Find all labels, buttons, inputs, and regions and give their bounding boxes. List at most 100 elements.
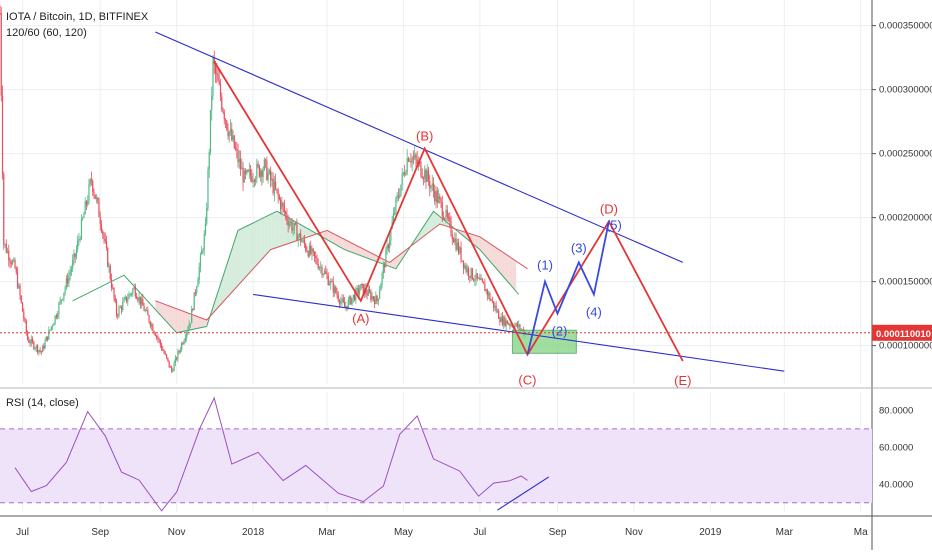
candle-body bbox=[148, 315, 150, 322]
candle-body bbox=[405, 172, 407, 175]
candle-body bbox=[476, 273, 478, 279]
candle-body bbox=[259, 170, 262, 177]
ma-cloud-segment bbox=[219, 276, 224, 307]
candle-body bbox=[95, 197, 98, 199]
candle-body bbox=[431, 183, 433, 186]
candle-body bbox=[462, 260, 465, 269]
candle-body bbox=[80, 219, 83, 239]
candle-body bbox=[464, 265, 466, 269]
x-tick-label: Mar bbox=[776, 527, 794, 538]
candle-body bbox=[78, 239, 80, 241]
candle-body bbox=[30, 339, 32, 344]
candle-body bbox=[480, 278, 482, 280]
candle-body bbox=[206, 207, 208, 224]
candle-body bbox=[273, 181, 275, 194]
x-tick-label: Sep bbox=[91, 527, 109, 538]
candle-body bbox=[402, 172, 405, 174]
candle-body bbox=[189, 323, 192, 325]
candle-body bbox=[191, 308, 193, 324]
candle-body bbox=[486, 289, 488, 296]
candle-body bbox=[60, 299, 62, 301]
candle-body bbox=[485, 289, 487, 292]
candle-body bbox=[239, 158, 242, 170]
candle-body bbox=[227, 129, 229, 137]
candle-body bbox=[21, 302, 24, 312]
candle-body bbox=[198, 266, 200, 281]
candle-body bbox=[313, 251, 316, 257]
candle-body bbox=[356, 287, 358, 289]
abcde-wave-label: (E) bbox=[674, 373, 691, 388]
candle-body bbox=[59, 299, 61, 304]
candle-body bbox=[477, 277, 480, 279]
x-tick-label: 2019 bbox=[699, 527, 722, 538]
candle-body bbox=[322, 273, 324, 275]
candle-body bbox=[491, 300, 493, 302]
candle-body bbox=[63, 292, 65, 299]
candle-body bbox=[469, 276, 471, 278]
candle-body bbox=[47, 336, 49, 340]
candle-body bbox=[421, 176, 423, 179]
candle-body bbox=[115, 301, 118, 316]
candle-body bbox=[213, 57, 215, 65]
candle-body bbox=[328, 284, 331, 286]
ma-cloud-segment bbox=[350, 242, 355, 254]
candle-body bbox=[193, 292, 195, 310]
ma-cloud-segment bbox=[275, 211, 280, 248]
candle-body bbox=[252, 180, 254, 182]
candle-body bbox=[3, 174, 5, 245]
candle-body bbox=[77, 240, 79, 250]
candle-body bbox=[67, 278, 69, 284]
candle-body bbox=[62, 298, 64, 300]
ma-cloud-segment bbox=[200, 317, 205, 328]
ma-cloud-segment bbox=[347, 240, 351, 252]
candle-body bbox=[508, 324, 510, 326]
candle-body bbox=[457, 242, 460, 253]
candle-body bbox=[219, 84, 222, 97]
candle-body bbox=[271, 178, 273, 181]
candle-body bbox=[43, 345, 45, 349]
ma-cloud-segment bbox=[493, 246, 498, 270]
candle-body bbox=[112, 287, 114, 289]
candle-body bbox=[94, 194, 96, 199]
candle-body bbox=[510, 324, 512, 326]
candle-body bbox=[23, 311, 25, 319]
candle-body bbox=[295, 223, 297, 225]
candle-body bbox=[308, 245, 311, 257]
abcde-wave-label: (A) bbox=[352, 311, 369, 326]
candle-body bbox=[410, 161, 412, 163]
candle-body bbox=[120, 307, 123, 310]
rsi-y-tick-label: 40.0000 bbox=[879, 479, 913, 490]
candle-body bbox=[451, 234, 453, 240]
candle-body bbox=[265, 159, 267, 161]
rsi-y-tick-label: 80.0000 bbox=[879, 405, 913, 416]
candle-body bbox=[98, 200, 100, 218]
candle-body bbox=[366, 293, 368, 296]
candle-body bbox=[275, 181, 277, 190]
ma-cloud-segment bbox=[497, 248, 502, 275]
candle-body bbox=[447, 217, 450, 219]
candle-body bbox=[36, 345, 39, 353]
candle-body bbox=[321, 266, 323, 275]
candle-body bbox=[307, 251, 309, 257]
candle-body bbox=[401, 173, 403, 185]
impulse-wave-label: (2) bbox=[552, 324, 568, 339]
candle-body bbox=[229, 128, 232, 132]
candle-body bbox=[161, 344, 163, 350]
upper-trendline bbox=[155, 31, 684, 263]
ma-cloud-segment bbox=[501, 251, 505, 279]
ma-cloud-segment bbox=[332, 232, 336, 245]
candle-body bbox=[54, 315, 56, 324]
candle-body bbox=[222, 109, 224, 113]
candle-body bbox=[276, 189, 278, 191]
candle-body bbox=[166, 354, 168, 358]
candle-body bbox=[454, 238, 456, 243]
candle-body bbox=[266, 160, 268, 180]
candle-body bbox=[494, 305, 496, 308]
candle-body bbox=[298, 233, 301, 236]
ma-cloud-segment bbox=[508, 256, 513, 288]
candle-body bbox=[55, 315, 57, 318]
candle-body bbox=[262, 169, 264, 178]
candle-body bbox=[102, 231, 104, 234]
